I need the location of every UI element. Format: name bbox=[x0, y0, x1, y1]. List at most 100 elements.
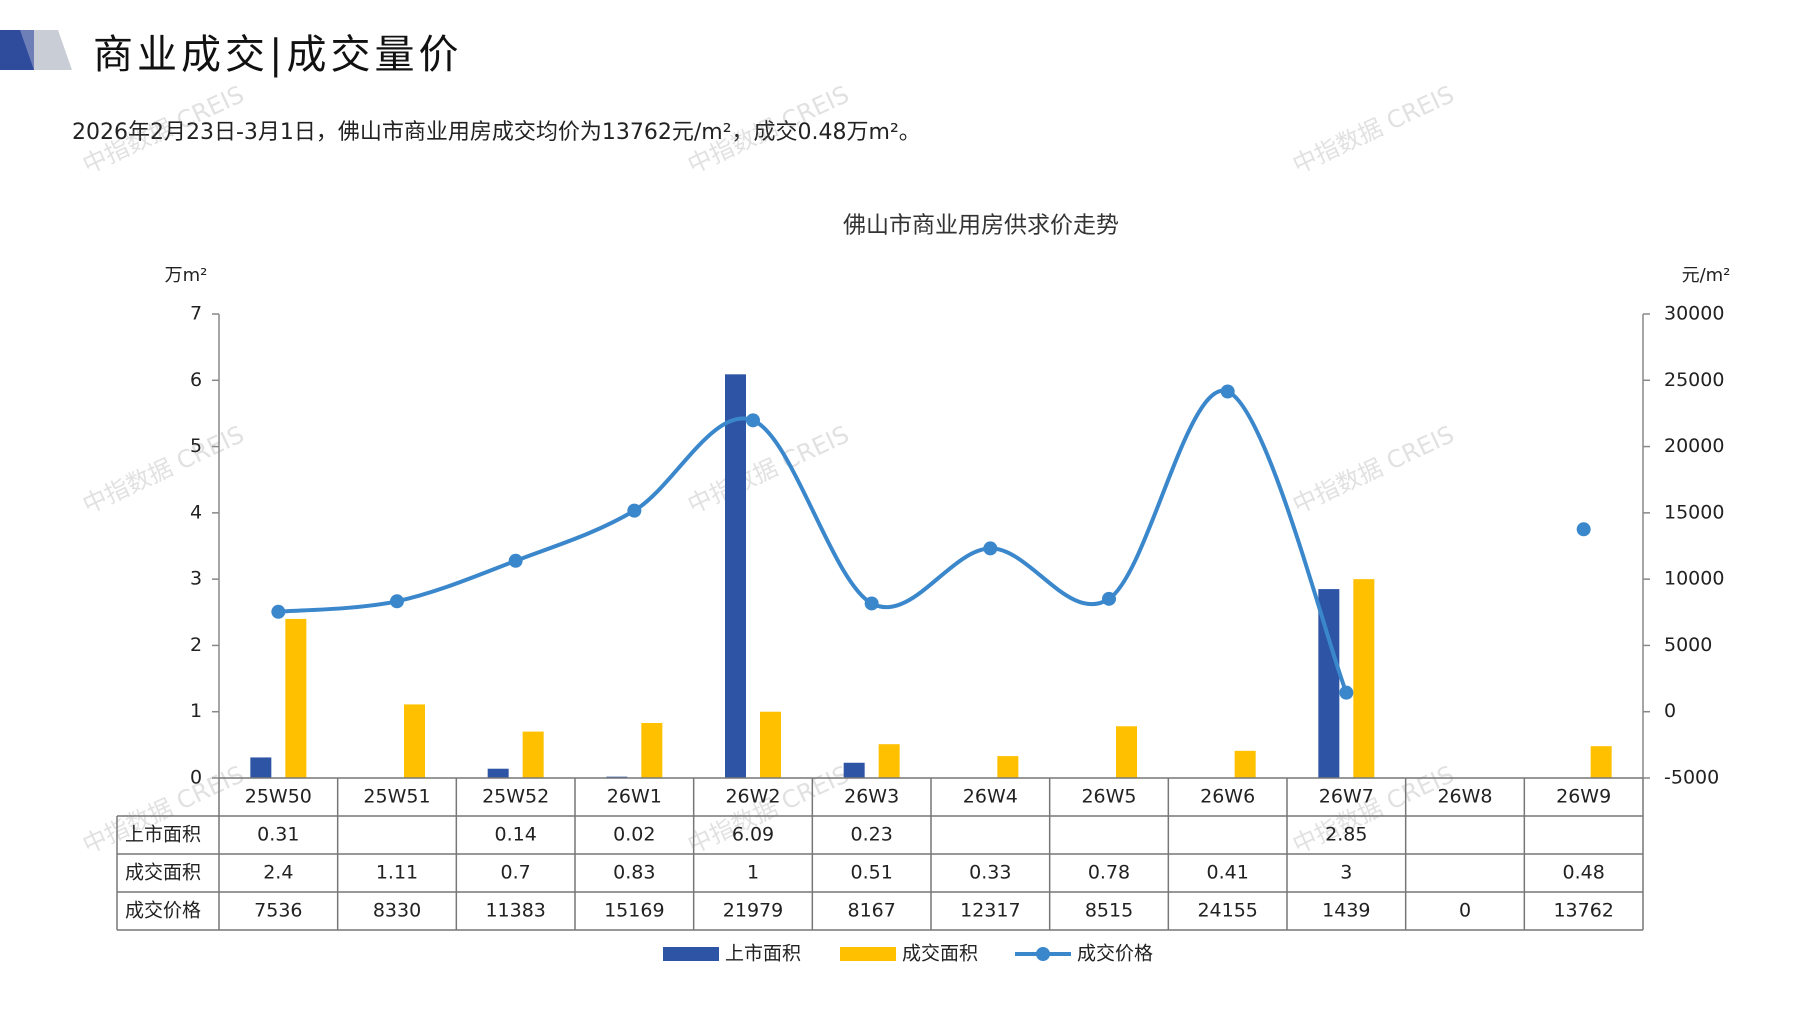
y-right-tick-label: 15000 bbox=[1664, 501, 1724, 523]
data-label: 3 bbox=[1340, 862, 1352, 884]
bar-traded-area bbox=[878, 744, 900, 778]
price-point bbox=[271, 604, 286, 619]
data-label: 2.85 bbox=[1325, 824, 1367, 846]
y-right-unit-label: 元/m² bbox=[1682, 265, 1731, 286]
header-decoration bbox=[0, 30, 72, 70]
page-title: 商业成交|成交量价 bbox=[93, 32, 463, 78]
bar-listed-area bbox=[843, 762, 865, 778]
legend-swatch bbox=[840, 947, 896, 961]
x-tick-label: 26W6 bbox=[1200, 786, 1255, 808]
price-point bbox=[746, 413, 760, 428]
bar-listed-area bbox=[487, 768, 509, 778]
data-label: 0.83 bbox=[613, 862, 655, 884]
y-right-tick-label: -5000 bbox=[1664, 767, 1719, 789]
y-right-tick-label: 0 bbox=[1664, 700, 1676, 722]
table-series-name: 上市面积 bbox=[125, 824, 201, 846]
data-label: 1439 bbox=[1322, 900, 1370, 922]
bar-traded-area bbox=[1116, 726, 1137, 778]
x-tick-label: 26W8 bbox=[1437, 786, 1492, 808]
data-label: 1.11 bbox=[376, 862, 418, 884]
data-label: 0.78 bbox=[1088, 862, 1130, 884]
price-point bbox=[1102, 591, 1116, 606]
y-left-tick-label: 1 bbox=[190, 700, 202, 722]
x-tick-label: 26W3 bbox=[844, 786, 899, 808]
price-point bbox=[627, 503, 642, 518]
y-left-tick-label: 6 bbox=[190, 369, 202, 391]
y-left-tick-label: 4 bbox=[190, 501, 202, 523]
data-label: 0.31 bbox=[257, 824, 299, 846]
x-tick-label: 25W50 bbox=[245, 786, 312, 808]
data-label: 8515 bbox=[1085, 900, 1133, 922]
summary-text: 2026年2月23日-3月1日，佛山市商业用房成交均价为13762元/m²，成交… bbox=[72, 120, 921, 145]
price-point bbox=[1220, 384, 1235, 399]
y-left-tick-label: 7 bbox=[190, 303, 202, 325]
x-tick-label: 26W7 bbox=[1319, 786, 1374, 808]
x-tick-label: 26W9 bbox=[1556, 786, 1611, 808]
bar-traded-area bbox=[1590, 746, 1612, 778]
table-series-name: 成交价格 bbox=[125, 900, 201, 922]
y-right-tick-label: 30000 bbox=[1664, 303, 1724, 325]
price-point bbox=[1576, 522, 1591, 537]
data-label: 8167 bbox=[847, 900, 895, 922]
data-label: 6.09 bbox=[732, 824, 774, 846]
price-point bbox=[864, 596, 879, 611]
x-tick-label: 25W52 bbox=[482, 786, 549, 808]
data-label: 0 bbox=[1459, 900, 1471, 922]
x-tick-label: 26W1 bbox=[607, 786, 662, 808]
price-point bbox=[390, 594, 404, 609]
bar-listed-area bbox=[1318, 589, 1340, 778]
data-label: 11383 bbox=[485, 900, 545, 922]
bar-traded-area bbox=[760, 711, 781, 778]
data-label: 1 bbox=[747, 862, 759, 884]
data-label: 0.33 bbox=[969, 862, 1011, 884]
legend-label: 上市面积 bbox=[725, 943, 801, 965]
y-left-tick-label: 3 bbox=[190, 568, 202, 590]
y-left-unit-label: 万m² bbox=[165, 265, 208, 286]
bar-listed-area bbox=[725, 374, 746, 778]
x-tick-label: 26W5 bbox=[1081, 786, 1136, 808]
data-label: 0.41 bbox=[1207, 862, 1249, 884]
y-left-tick-label: 5 bbox=[190, 435, 202, 457]
y-right-tick-label: 10000 bbox=[1664, 568, 1724, 590]
data-label: 0.51 bbox=[851, 862, 893, 884]
chart-title: 佛山市商业用房供求价走势 bbox=[843, 213, 1119, 239]
data-label: 0.02 bbox=[613, 824, 655, 846]
data-label: 24155 bbox=[1197, 900, 1257, 922]
data-label: 13762 bbox=[1553, 900, 1613, 922]
legend-marker bbox=[1036, 947, 1050, 961]
y-left-tick-label: 2 bbox=[190, 634, 202, 656]
x-tick-label: 26W2 bbox=[725, 786, 780, 808]
data-label: 15169 bbox=[604, 900, 664, 922]
bar-traded-area bbox=[641, 722, 663, 778]
price-point bbox=[508, 553, 523, 568]
data-label: 7536 bbox=[254, 900, 302, 922]
bar-traded-area bbox=[1234, 750, 1256, 778]
price-point bbox=[983, 541, 998, 556]
bar-listed-area bbox=[250, 757, 272, 778]
data-label: 2.4 bbox=[263, 862, 293, 884]
x-tick-label: 26W4 bbox=[963, 786, 1018, 808]
y-right-tick-label: 25000 bbox=[1664, 369, 1724, 391]
price-point bbox=[1339, 685, 1354, 700]
table-series-name: 成交面积 bbox=[125, 862, 201, 884]
data-label: 12317 bbox=[960, 900, 1020, 922]
data-label: 8330 bbox=[373, 900, 421, 922]
x-tick-label: 25W51 bbox=[363, 786, 430, 808]
bar-traded-area bbox=[997, 756, 1019, 778]
bar-traded-area bbox=[285, 618, 307, 778]
legend-label: 成交面积 bbox=[902, 943, 978, 965]
legend-label: 成交价格 bbox=[1077, 943, 1153, 965]
bar-traded-area bbox=[1353, 579, 1375, 778]
data-label: 0.23 bbox=[851, 824, 893, 846]
data-label: 21979 bbox=[723, 900, 783, 922]
data-label: 0.7 bbox=[501, 862, 531, 884]
y-right-tick-label: 20000 bbox=[1664, 435, 1724, 457]
data-label: 0.14 bbox=[495, 824, 537, 846]
y-left-tick-label: 0 bbox=[190, 767, 202, 789]
bar-traded-area bbox=[404, 704, 425, 778]
price-line bbox=[278, 388, 1349, 694]
data-label: 0.48 bbox=[1563, 862, 1605, 884]
bar-traded-area bbox=[522, 731, 544, 778]
legend-swatch bbox=[663, 947, 719, 961]
